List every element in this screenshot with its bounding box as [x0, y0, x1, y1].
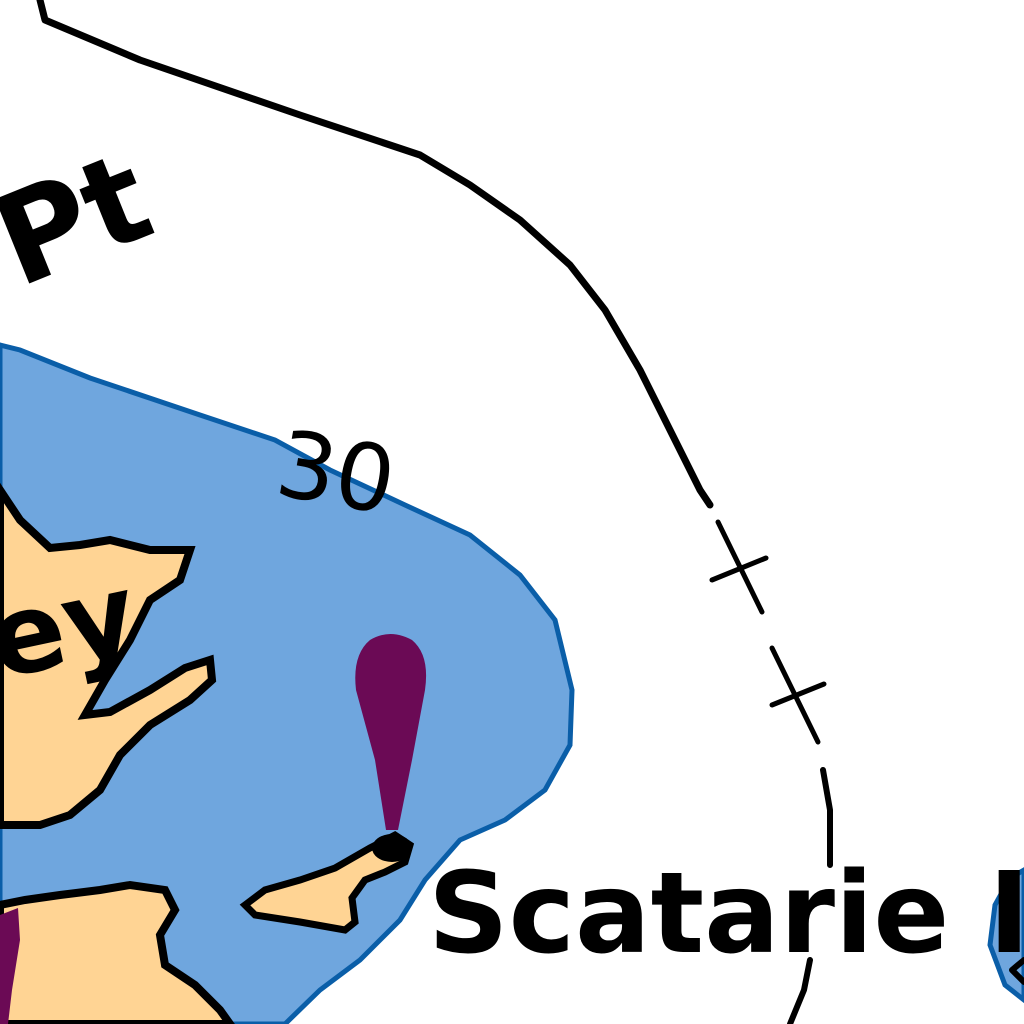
boundary-dash-1	[820, 767, 833, 868]
island-name-label: Scatarie I	[428, 849, 1024, 979]
bay-label: ey	[0, 549, 147, 705]
land-peninsula	[0, 482, 217, 829]
lighthouse-marker-icon	[355, 634, 427, 830]
boundary-cross-marker-1	[709, 519, 769, 615]
boundary-dash-2	[787, 957, 813, 1024]
boundary-cross-marker-2	[769, 645, 827, 745]
boundary-line	[36, 0, 714, 509]
land-southwest	[0, 880, 235, 1024]
water-area	[0, 342, 575, 1024]
point-label: Pt	[0, 124, 170, 315]
lighthouse-marker-icon-partial	[0, 908, 20, 1024]
boundary-hook	[1009, 957, 1024, 985]
scatarie-island-land	[239, 830, 415, 934]
depth-contour-label: 30	[269, 410, 403, 536]
lighthouse-base-dot	[372, 834, 412, 862]
